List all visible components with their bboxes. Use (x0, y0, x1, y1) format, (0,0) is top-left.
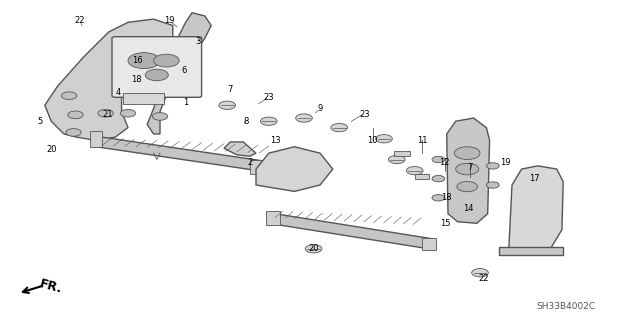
Circle shape (296, 114, 312, 122)
Text: 14: 14 (463, 204, 474, 213)
PathPatch shape (45, 19, 173, 140)
Text: 10: 10 (367, 136, 378, 145)
PathPatch shape (509, 166, 563, 255)
Circle shape (456, 163, 479, 175)
Circle shape (98, 109, 113, 117)
Circle shape (486, 163, 499, 169)
Circle shape (457, 182, 477, 192)
Bar (90, 131, 102, 147)
Circle shape (152, 113, 168, 120)
Circle shape (472, 269, 488, 277)
Circle shape (454, 147, 480, 160)
PathPatch shape (447, 118, 490, 223)
Text: 13: 13 (270, 136, 280, 145)
PathPatch shape (454, 134, 483, 217)
Bar (266, 211, 280, 225)
Text: 5: 5 (37, 117, 42, 126)
Circle shape (120, 109, 136, 117)
Text: 23: 23 (360, 110, 370, 119)
Circle shape (68, 111, 83, 119)
Text: 4: 4 (116, 88, 121, 97)
Circle shape (406, 167, 423, 175)
Circle shape (432, 195, 445, 201)
Text: 3: 3 (196, 37, 201, 46)
Text: 7: 7 (228, 85, 233, 94)
Text: SH33B4002C: SH33B4002C (536, 302, 595, 311)
Text: 15: 15 (440, 219, 451, 228)
Text: 12: 12 (440, 158, 450, 167)
Text: 22: 22 (75, 16, 85, 25)
Bar (123, 93, 164, 104)
Bar (422, 238, 436, 250)
Text: 7: 7 (468, 163, 473, 172)
Circle shape (154, 54, 179, 67)
Text: 16: 16 (132, 56, 143, 65)
Text: 23: 23 (264, 93, 274, 102)
Circle shape (260, 117, 277, 125)
Circle shape (486, 182, 499, 188)
FancyBboxPatch shape (112, 37, 202, 97)
Circle shape (219, 101, 236, 109)
Bar (415, 174, 429, 179)
Text: 9: 9 (317, 104, 323, 113)
Circle shape (432, 175, 445, 182)
Circle shape (128, 53, 160, 69)
Circle shape (61, 92, 77, 100)
PathPatch shape (96, 137, 275, 172)
Text: 6: 6 (182, 66, 187, 75)
Circle shape (376, 135, 392, 143)
Text: 22: 22 (478, 274, 488, 283)
Text: 2: 2 (247, 158, 252, 167)
Text: FR.: FR. (38, 278, 64, 296)
Bar (250, 160, 266, 174)
PathPatch shape (224, 142, 256, 156)
Text: 19: 19 (164, 16, 175, 25)
PathPatch shape (256, 147, 333, 191)
Text: 20: 20 (308, 244, 319, 253)
Circle shape (388, 155, 405, 164)
Text: 8: 8 (244, 117, 249, 126)
Text: 18: 18 (442, 193, 452, 202)
Bar (394, 151, 410, 156)
Text: 1: 1 (183, 98, 188, 107)
Circle shape (305, 245, 322, 253)
Circle shape (66, 129, 81, 136)
PathPatch shape (499, 247, 563, 255)
Text: 18: 18 (131, 75, 141, 84)
Text: 20: 20 (46, 145, 56, 154)
Text: 21: 21 (102, 110, 113, 119)
Text: 17: 17 (529, 174, 540, 183)
PathPatch shape (147, 13, 211, 134)
Circle shape (331, 123, 348, 132)
Text: 19: 19 (500, 158, 511, 167)
Circle shape (145, 69, 168, 81)
PathPatch shape (269, 214, 435, 249)
Circle shape (432, 156, 445, 163)
Text: 11: 11 (417, 136, 428, 145)
